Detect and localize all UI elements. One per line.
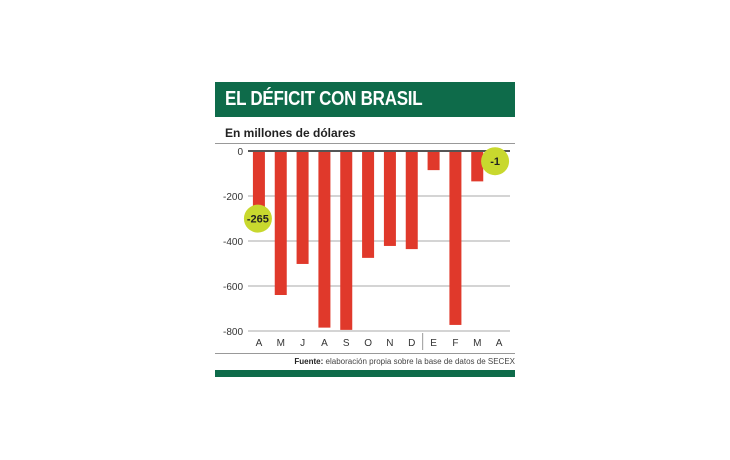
- data-label: -1: [490, 156, 500, 168]
- y-tick-label: -200: [223, 192, 243, 203]
- y-tick-label: -600: [223, 282, 243, 293]
- highlight-circle: [481, 147, 510, 176]
- bar: [383, 151, 396, 246]
- x-tick-label: O: [364, 338, 372, 349]
- bar: [405, 151, 418, 250]
- y-tick-label: -800: [223, 327, 243, 338]
- source-note: Fuente: elaboración propia sobre la base…: [294, 357, 515, 366]
- y-tick-label: 0: [237, 147, 243, 158]
- x-tick-label: M: [277, 338, 285, 349]
- bar: [449, 151, 462, 325]
- footer-bar: [215, 370, 515, 377]
- x-tick-label: A: [321, 338, 328, 349]
- y-tick-label: -400: [223, 237, 243, 248]
- bar: [362, 151, 375, 258]
- source-text: elaboración propia sobre la base de dato…: [325, 357, 515, 366]
- bar: [296, 151, 309, 264]
- highlight-circle: [243, 204, 272, 233]
- data-label: -265: [247, 214, 269, 226]
- chart-title-bar: EL DÉFICIT CON BRASIL: [215, 82, 515, 117]
- divider: [215, 143, 515, 144]
- bar: [427, 151, 440, 171]
- x-tick-label: D: [408, 338, 415, 349]
- divider: [215, 353, 515, 354]
- chart-title: EL DÉFICIT CON BRASIL: [225, 88, 423, 110]
- x-tick-label: S: [343, 338, 350, 349]
- x-tick-label: N: [386, 338, 393, 349]
- x-tick-label: A: [496, 338, 503, 349]
- x-tick-label: F: [452, 338, 458, 349]
- bar: [252, 151, 265, 211]
- bar: [274, 151, 287, 295]
- bar: [318, 151, 331, 328]
- bar: [471, 151, 484, 182]
- x-tick-label: A: [256, 338, 263, 349]
- bar: [340, 151, 353, 330]
- x-tick-label: M: [473, 338, 481, 349]
- x-tick-label: J: [300, 338, 305, 349]
- source-label: Fuente:: [294, 357, 324, 366]
- chart-subtitle: En millones de dólares: [225, 126, 356, 140]
- x-tick-label: E: [430, 338, 437, 349]
